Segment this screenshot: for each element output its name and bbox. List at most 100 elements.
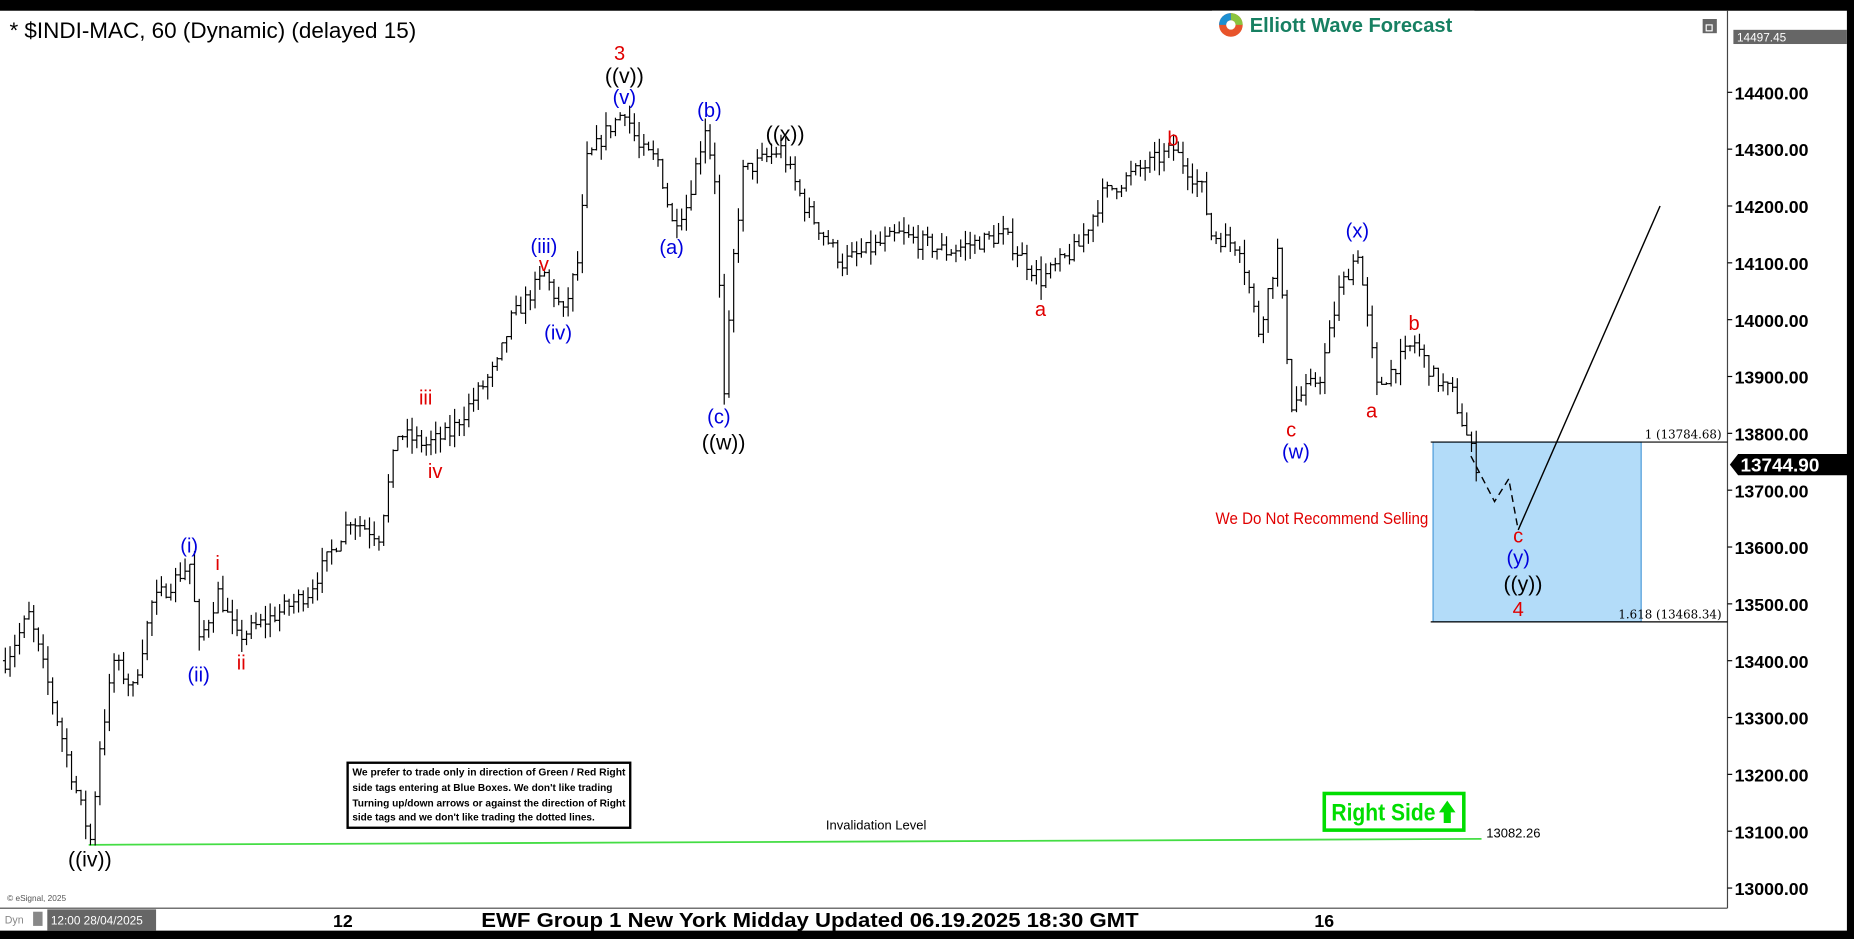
- price-bar: [1308, 368, 1314, 386]
- price-bar: [45, 646, 51, 696]
- wave-label: ((x)): [766, 122, 805, 146]
- disclaimer-line: We prefer to trade only in direction of …: [352, 768, 626, 779]
- y-tick-label: 14400.00: [1735, 83, 1809, 103]
- price-bar: [1445, 381, 1451, 396]
- wave-label: ((y)): [1503, 572, 1542, 596]
- price-bar: [1464, 412, 1470, 436]
- dyn-label: Dyn: [5, 915, 24, 927]
- wave-label: (iv): [544, 322, 572, 344]
- price-bar: [693, 157, 699, 196]
- price-bar: [1331, 301, 1337, 338]
- price-bar: [1005, 227, 1011, 235]
- price-bar: [475, 382, 481, 410]
- price-bar: [641, 134, 647, 156]
- price-bar: [78, 789, 84, 806]
- price-bar: [1473, 430, 1479, 482]
- price-bar: [981, 232, 987, 253]
- lock-icon[interactable]: [33, 911, 43, 926]
- price-bar: [1019, 242, 1025, 256]
- price-bar: [499, 342, 505, 361]
- price-bar: [263, 605, 268, 639]
- wave-label: b: [1409, 313, 1420, 335]
- price-bar: [849, 242, 855, 258]
- y-tick-label: 13100.00: [1735, 822, 1809, 842]
- price-bar: [911, 226, 916, 244]
- price-bar: [504, 335, 510, 353]
- price-bar: [1436, 367, 1441, 392]
- price-bar: [381, 514, 387, 546]
- price-bar: [1256, 300, 1262, 338]
- projection-dashed-path: [1470, 455, 1519, 531]
- price-bar: [173, 567, 178, 603]
- price-bar: [1119, 184, 1124, 198]
- price-bar: [1246, 270, 1252, 294]
- price-bar: [21, 615, 27, 638]
- price-bar: [121, 651, 126, 685]
- blue-box-layer: 1 (13784.68) 1.618 (13468.34) Invalidation…: [88, 428, 1728, 846]
- invalidation-line: [88, 838, 1482, 846]
- price-bar: [1379, 376, 1384, 385]
- price-bar: [88, 823, 93, 846]
- price-bar: [556, 286, 562, 306]
- time-axis[interactable]: Dyn 12:00 28/04/2025 12 16 EWF Group 1 N…: [5, 909, 1335, 932]
- price-bar: [300, 590, 306, 612]
- y-tick-label: 13900.00: [1735, 368, 1809, 388]
- price-bar: [291, 593, 297, 614]
- price-bar: [873, 234, 878, 256]
- price-bar: [1128, 160, 1134, 186]
- disclaimer-line: side tags entering at Blue Boxes. We don…: [352, 783, 612, 794]
- price-bar: [650, 140, 656, 160]
- price-bar: [490, 361, 495, 387]
- cursor-date-tag: [47, 909, 157, 931]
- svg-text:We prefer to trade only in dir: We prefer to trade only in direction of …: [352, 768, 628, 824]
- price-bar: [248, 614, 254, 640]
- price-bar: [329, 539, 335, 565]
- price-bar: [608, 125, 614, 139]
- price-axis[interactable]: 13000.00 13100.00 13200.00 13300.00 13400.00…: [1727, 29, 1854, 899]
- price-bar: [1086, 229, 1091, 244]
- price-bar: [736, 208, 741, 263]
- price-bar: [12, 634, 18, 668]
- price-bar: [1227, 226, 1233, 252]
- price-bar: [617, 112, 623, 121]
- invalidation-label: Invalidation Level: [826, 817, 927, 832]
- price-bar: [50, 677, 55, 715]
- price-bar: [116, 654, 122, 671]
- price-bar: [764, 147, 770, 163]
- restore-window-icon[interactable]: [1702, 19, 1717, 34]
- price-bar: [305, 587, 311, 608]
- chart-title: * $INDI-MAC, 60 (Dynamic) (delayed 15): [9, 18, 416, 43]
- right-side-tag: Right Side: [1322, 791, 1466, 832]
- price-bar: [277, 604, 283, 632]
- price-bar: [1161, 143, 1167, 172]
- price-bar: [963, 230, 968, 261]
- y-tick-label: 13300.00: [1735, 709, 1809, 729]
- price-bar: [1242, 239, 1247, 286]
- price-bar: [967, 231, 973, 259]
- price-bar: [688, 180, 694, 211]
- price-bar: [466, 393, 472, 428]
- price-bar: [523, 286, 528, 324]
- x-tick-label: 12: [333, 911, 353, 931]
- price-bar: [991, 225, 997, 248]
- wave-label: 4: [1513, 599, 1524, 621]
- price-bar: [1104, 181, 1110, 198]
- price-bar: [1185, 158, 1191, 191]
- right-side-label: Right Side: [1331, 801, 1435, 827]
- price-bar: [788, 156, 793, 170]
- price-bar: [135, 669, 141, 685]
- price-bar: [206, 619, 212, 638]
- projection-path: [1470, 205, 1661, 531]
- price-bar: [877, 231, 883, 246]
- price-bar: [953, 244, 959, 263]
- price-bar: [1402, 335, 1408, 360]
- price-bar: [854, 241, 860, 267]
- price-bar: [140, 639, 145, 679]
- price-bar: [1398, 338, 1403, 386]
- price-bar: [972, 234, 978, 254]
- price-bar: [783, 136, 789, 173]
- wave-label: (ii): [187, 664, 209, 686]
- price-bar: [1336, 275, 1342, 321]
- price-bar: [1071, 233, 1077, 262]
- price-bar: [532, 271, 538, 309]
